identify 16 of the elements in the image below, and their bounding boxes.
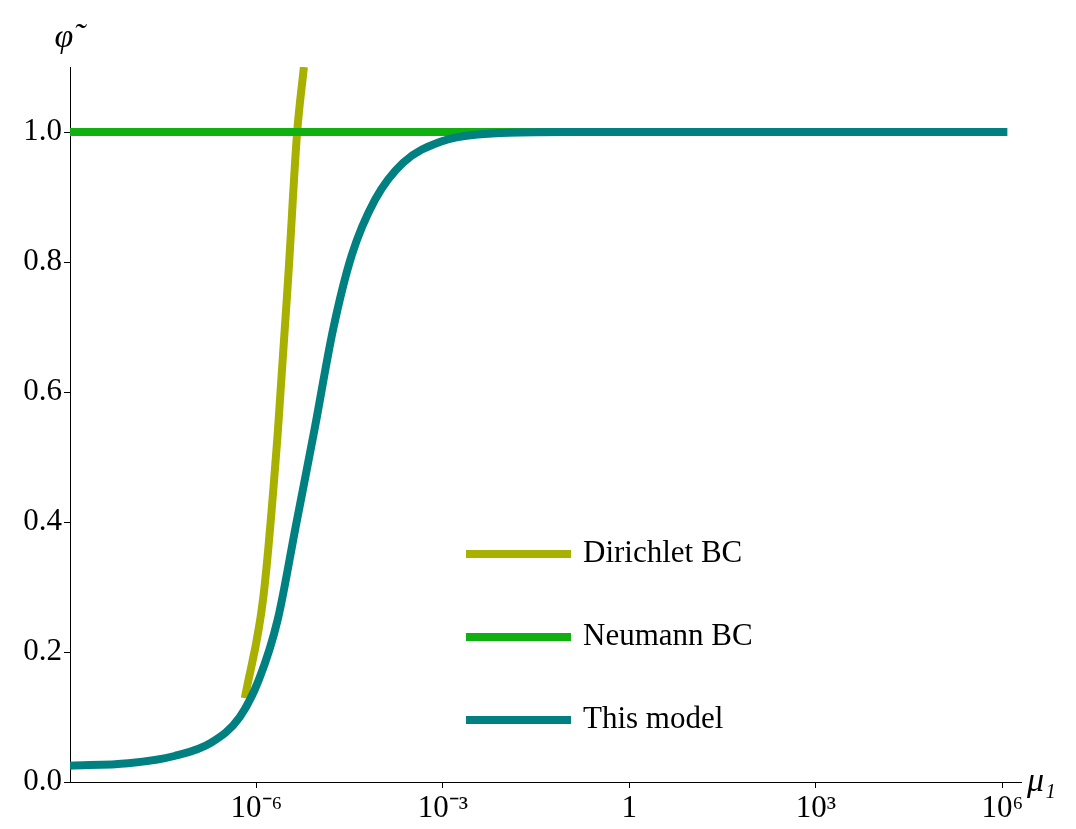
legend-label: Neumann BC	[583, 617, 753, 653]
y-tick-label: 0.2	[23, 632, 62, 668]
y-axis-title: φ̃	[54, 16, 88, 54]
x-tick-label: 10⁻³	[417, 788, 469, 824]
legend-label: Dirichlet BC	[583, 534, 743, 570]
legend-label: This model	[583, 700, 724, 736]
y-tick-label: 1.0	[23, 112, 62, 148]
x-tick-label: 10⁻⁶	[230, 788, 283, 824]
x-tick-label: 10³	[795, 788, 836, 824]
y-tick-label: 0.8	[23, 242, 62, 278]
x-tick-label: 1	[621, 788, 638, 824]
y-tick-label: 0.4	[23, 502, 63, 538]
y-tick-label: 0.0	[23, 762, 62, 798]
x-axis-title: μ₁	[1026, 760, 1056, 798]
x-tick-label: 10⁶	[981, 788, 1024, 824]
y-tick-label: 0.6	[23, 372, 62, 408]
